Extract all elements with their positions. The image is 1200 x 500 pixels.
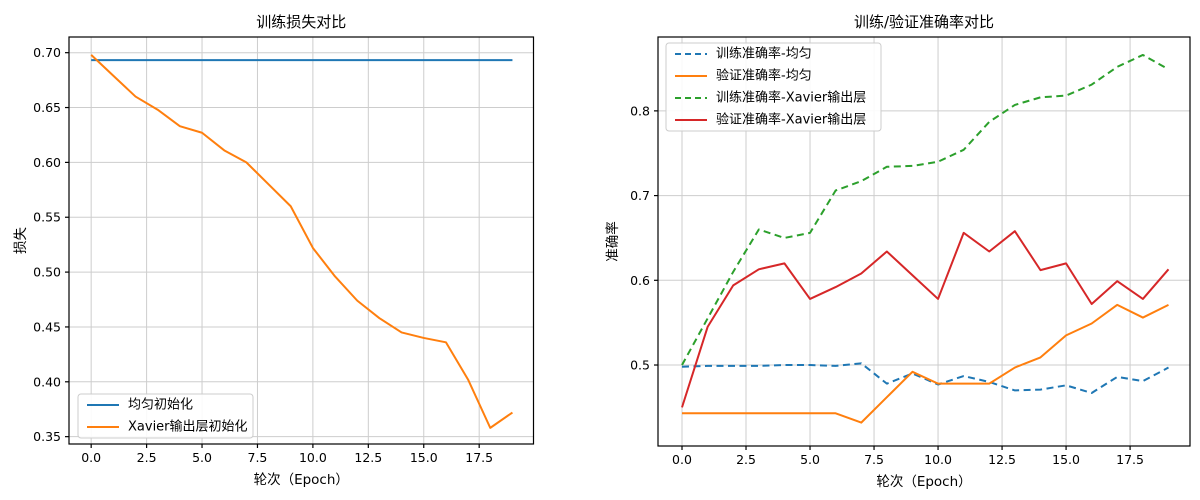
x-tick-label: 5.0 [192, 450, 212, 465]
plot-border [68, 36, 535, 445]
chart-1: 0.0 2.5 5.0 7.5 10.0 12.5 15.0 17.5 0.5 0.6 0.7 0.8… [604, 13, 1191, 490]
y-tick-label: 0.45 [33, 319, 61, 334]
x-tick-label: 7.5 [864, 452, 884, 467]
legend-box [77, 393, 254, 439]
y-tick-label: 0.40 [33, 374, 61, 389]
x-tick-label: 0.0 [81, 450, 101, 465]
plot-border [657, 36, 1191, 447]
y-axis-label: 准确率 [604, 221, 621, 262]
legend-label-0: 训练准确率-均匀 [716, 46, 812, 62]
series-line-1 [90, 54, 514, 429]
y-tick-label: 0.5 [630, 358, 650, 373]
y-tick-label: 0.7 [630, 188, 650, 203]
legend-label-1: Xavier输出层初始化 [128, 419, 248, 435]
x-tick-label: 2.5 [736, 452, 756, 467]
y-tick-label: 0.70 [33, 45, 61, 60]
legend: 训练准确率-均匀验证准确率-均匀训练准确率-Xavier输出层验证准确率-Xav… [665, 42, 882, 132]
y-tick-label: 0.8 [630, 103, 650, 118]
y-tick-label: 0.60 [33, 155, 61, 170]
x-tick-label: 17.5 [465, 450, 493, 465]
series-line-3 [681, 230, 1170, 408]
x-tick-label: 10.0 [299, 450, 327, 465]
x-tick-label: 5.0 [800, 452, 820, 467]
chart-title: 训练损失对比 [256, 13, 346, 31]
series-line-1 [682, 303, 1169, 424]
y-tick-label: 0.50 [33, 265, 61, 280]
legend-label-1: 验证准确率-均匀 [716, 68, 812, 84]
chart-title: 训练/验证准确率对比 [854, 13, 994, 31]
x-tick-label: 15.0 [410, 450, 438, 465]
x-tick-label: 10.0 [924, 452, 952, 467]
x-tick-label: 7.5 [248, 450, 268, 465]
x-tick-label: 0.0 [672, 452, 692, 467]
chart-0: 0.0 2.5 5.0 7.5 10.0 12.5 15.0 17.5 0.35 0.40 0.45… [13, 13, 535, 488]
x-tick-label: 2.5 [137, 450, 157, 465]
x-axis-label: 轮次（Epoch） [254, 472, 349, 488]
y-tick-label: 0.35 [33, 429, 61, 444]
legend-label-2: 训练准确率-Xavier输出层 [716, 90, 866, 106]
x-tick-label: 15.0 [1052, 452, 1080, 467]
y-axis-label: 损失 [13, 227, 29, 254]
legend-label-0: 均匀初始化 [128, 398, 193, 413]
y-tick-label: 0.55 [33, 210, 61, 225]
series-line-0 [681, 362, 1169, 394]
x-axis-label: 轮次（Epoch） [876, 474, 971, 490]
x-tick-label: 12.5 [354, 450, 382, 465]
x-tick-label: 12.5 [988, 452, 1016, 467]
y-tick-label: 0.6 [630, 273, 650, 288]
grid [69, 37, 534, 444]
legend-box [665, 42, 882, 132]
y-tick-label: 0.65 [33, 100, 61, 115]
x-tick-label: 17.5 [1116, 452, 1144, 467]
legend: 均匀初始化 Xavier输出层初始化 [77, 393, 254, 439]
legend-label-3: 验证准确率-Xavier输出层 [716, 112, 866, 128]
